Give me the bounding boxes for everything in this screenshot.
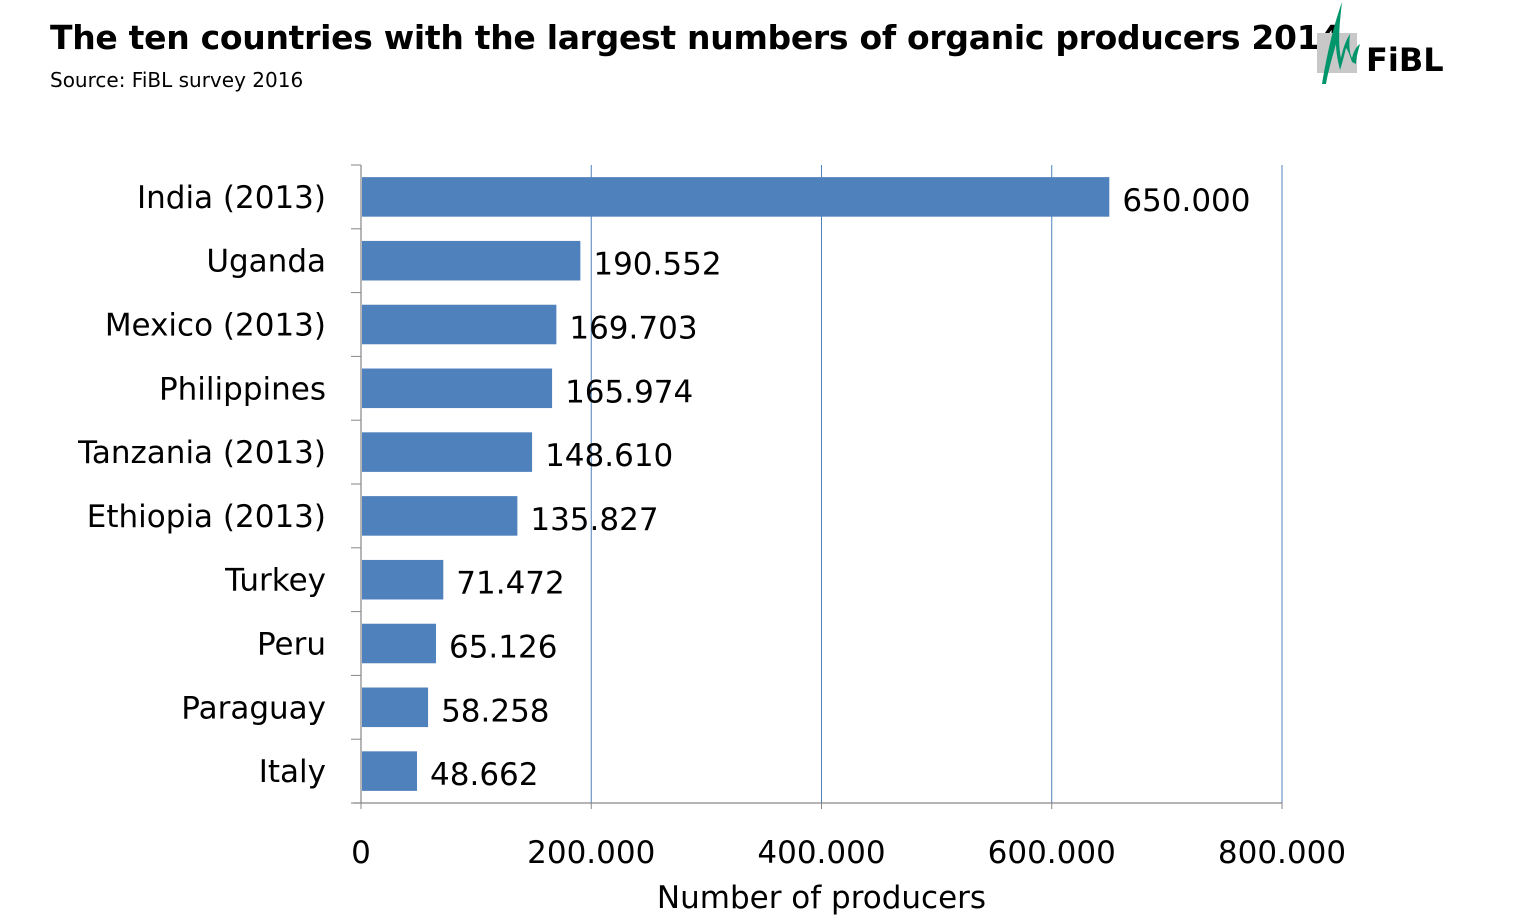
category-label: Mexico (2013) xyxy=(105,308,326,344)
bar xyxy=(362,240,581,281)
data-label: 135.827 xyxy=(530,502,658,538)
x-tick-label: 800.000 xyxy=(1218,835,1346,871)
bar xyxy=(362,623,436,664)
bar xyxy=(362,368,553,409)
bars xyxy=(362,177,1110,791)
category-label: Turkey xyxy=(224,563,326,599)
category-label: Ethiopia (2013) xyxy=(87,499,326,535)
data-label: 650.000 xyxy=(1122,183,1250,219)
bar xyxy=(362,432,533,472)
fibl-logo-text: FiBL xyxy=(1366,41,1444,79)
gridlines xyxy=(590,165,1283,803)
data-label: 65.126 xyxy=(449,630,557,666)
x-tick-label: 600.000 xyxy=(988,835,1116,871)
category-label: Philippines xyxy=(159,371,326,407)
chart-title: The ten countries with the largest numbe… xyxy=(50,18,1343,57)
bar xyxy=(362,177,1110,217)
category-label: Peru xyxy=(257,627,326,663)
category-label: Uganda xyxy=(206,244,326,280)
labels: India (2013) 650.000 Uganda 190.552 Mexico (… xyxy=(77,180,1250,793)
category-label: Tanzania (2013) xyxy=(77,435,326,471)
data-label: 169.703 xyxy=(569,311,697,347)
data-label: 71.472 xyxy=(456,566,564,602)
x-tick-label: 0 xyxy=(351,835,371,871)
bar xyxy=(362,496,518,536)
data-label: 165.974 xyxy=(565,374,693,410)
bar xyxy=(362,751,418,791)
x-tick-label: 400.000 xyxy=(757,835,885,871)
fibl-logo-leaf-icon xyxy=(1322,2,1360,84)
bar xyxy=(362,304,557,345)
bar xyxy=(362,559,444,600)
category-label: India (2013) xyxy=(137,180,326,216)
category-label: Italy xyxy=(259,754,326,790)
bar xyxy=(362,687,429,728)
chart-subtitle: Source: FiBL survey 2016 xyxy=(50,68,304,92)
axes: 0 200.000 400.000 600.000 800.000 xyxy=(351,164,1346,871)
x-tick-label: 200.000 xyxy=(527,835,655,871)
data-label: 190.552 xyxy=(593,247,721,283)
data-label: 48.662 xyxy=(430,757,538,793)
data-label: 148.610 xyxy=(545,438,673,474)
x-axis-title: Number of producers xyxy=(657,880,986,916)
category-label: Paraguay xyxy=(181,690,326,726)
data-label: 58.258 xyxy=(441,693,549,729)
fibl-logo: FiBL xyxy=(1317,2,1444,84)
